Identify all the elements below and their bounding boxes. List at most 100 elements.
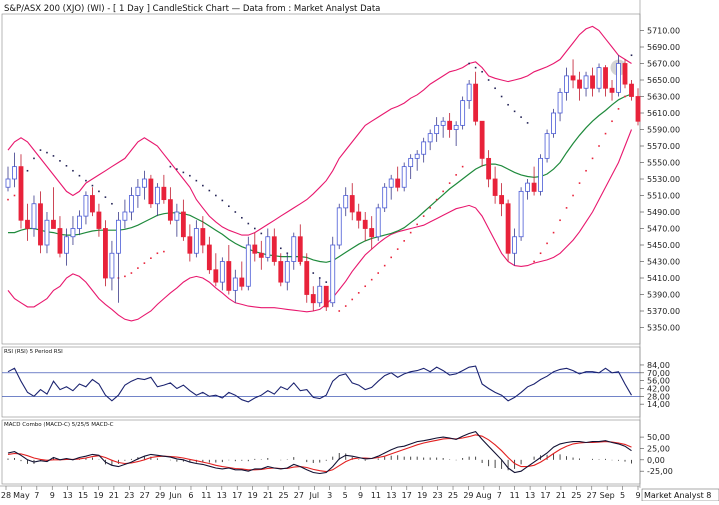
price-y-tick-label: 5510.00 (647, 192, 680, 201)
x-tick-label: 21 (556, 491, 566, 500)
psar-dot (461, 165, 464, 168)
candle-body (427, 133, 433, 143)
x-tick-label: 28 (1, 491, 11, 500)
psar-dot (325, 281, 328, 283)
candle-body (258, 252, 264, 258)
candle-body (622, 63, 628, 85)
psar-dot (176, 168, 178, 170)
x-tick-label: 17 (232, 491, 242, 500)
psar-dot (163, 250, 165, 253)
candle-body (486, 157, 492, 180)
price-y-tick-label: 5710.00 (647, 27, 680, 36)
candle-body (206, 244, 212, 271)
candle-body (239, 277, 245, 287)
candle-body (161, 186, 167, 201)
psar-dot (215, 194, 217, 197)
psar-dot (195, 179, 198, 182)
psar-dot (357, 292, 360, 294)
psar-dot (591, 157, 594, 160)
x-tick-label: 13 (63, 491, 73, 500)
psar-dot (409, 231, 412, 234)
candle-body (577, 79, 582, 89)
psar-dot (520, 116, 522, 118)
psar-dot (260, 232, 263, 235)
candle-body (278, 261, 284, 283)
candle-body (603, 67, 608, 89)
candle-body (414, 153, 420, 159)
candle-body (395, 178, 401, 188)
psar-dot (533, 260, 535, 263)
psar-dot (189, 174, 191, 177)
candle-body (57, 228, 63, 254)
candle-body (51, 219, 56, 229)
x-tick-label: 9 (635, 491, 640, 500)
psar-dot (33, 157, 35, 160)
candle-body (564, 75, 569, 93)
candle-body (271, 236, 277, 262)
candle-body (304, 261, 310, 295)
candle-body (122, 211, 128, 221)
candle-body (499, 195, 505, 205)
psar-dot (91, 184, 94, 187)
psar-dot (130, 272, 133, 274)
x-tick-label: 25 (448, 491, 458, 500)
candle-body (557, 91, 563, 114)
candle-body (284, 261, 290, 283)
psar-dot (364, 285, 367, 288)
candle-body (447, 120, 453, 130)
rsi-panel-title: RSI (RSI) 5 Period RSI (4, 349, 63, 355)
candle-body (245, 244, 251, 287)
psar-dot (383, 264, 386, 267)
x-tick-label: 13 (386, 491, 396, 500)
psar-dot (546, 242, 548, 245)
price-y-tick-label: 5610.00 (647, 109, 680, 118)
candle-body (401, 166, 407, 188)
candle-body (629, 83, 634, 97)
psar-dot (65, 165, 68, 167)
psar-dot (565, 207, 568, 209)
psar-dot (312, 272, 315, 274)
macd-y-tick-label: 50,00 (647, 433, 670, 442)
x-tick-label: 13 (217, 491, 227, 500)
x-tick-label: 11 (201, 491, 211, 500)
candle-body (525, 182, 531, 192)
x-tick-label: 7 (34, 491, 39, 500)
x-tick-label: 5 (620, 491, 625, 500)
x-tick-label: Jul (308, 491, 319, 500)
candle-body (421, 141, 427, 155)
candle-body (200, 228, 206, 246)
macd-y-tick-label: -25,00 (647, 467, 673, 476)
candle-body (5, 178, 11, 188)
candle-body (440, 120, 446, 126)
candle-body (219, 261, 225, 283)
candle-body (473, 83, 479, 122)
candle-body (167, 199, 173, 221)
psar-dot (604, 132, 607, 135)
price-y-tick-label: 5570.00 (647, 142, 680, 151)
x-tick-label: 25 (278, 491, 288, 500)
candle-body (505, 203, 511, 254)
psar-dot (234, 211, 237, 213)
candle-body (492, 178, 498, 196)
x-tick-label: 9 (50, 491, 55, 500)
candle-body (544, 133, 550, 159)
candle-body (323, 285, 329, 308)
candle-body (226, 261, 232, 291)
x-tick-label: 29 (155, 491, 165, 500)
psar-dot (487, 79, 490, 81)
candle-body (616, 63, 621, 93)
candle-body (135, 186, 141, 196)
price-y-tick-label: 5450.00 (647, 241, 680, 250)
chart-marks: 5710.00 5690.00 5670.00 5650.00 5630.00 5610.… (0, 0, 680, 500)
x-tick-label: 3 (327, 491, 332, 500)
psar-dot (254, 227, 256, 230)
candle-body (18, 166, 24, 221)
candle-body (362, 219, 368, 229)
candle-body (551, 112, 556, 135)
sma-line (8, 93, 632, 263)
psar-dot (552, 231, 555, 234)
psar-dot (617, 108, 620, 110)
psar-dot (143, 262, 146, 264)
